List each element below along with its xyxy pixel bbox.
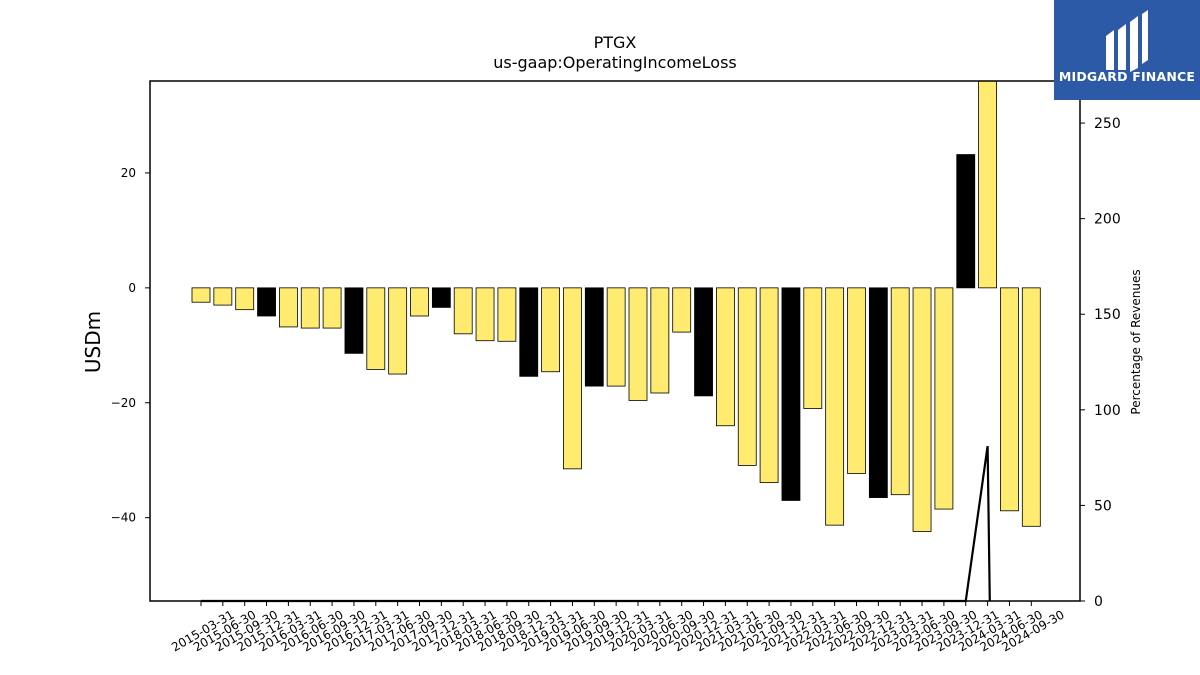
bar — [497, 287, 517, 342]
bar — [759, 287, 779, 484]
bar — [825, 287, 845, 526]
midgard-finance-logo: MIDGARD FINANCE — [1054, 0, 1200, 100]
y2-tick-label: 250 — [1094, 116, 1121, 132]
y2-tick-label: 200 — [1094, 212, 1121, 228]
bar — [453, 287, 473, 335]
bar — [366, 287, 386, 370]
bar — [934, 287, 954, 510]
y-tick-label: −20 — [111, 396, 136, 410]
bar — [716, 287, 735, 427]
bar — [672, 287, 692, 333]
bar — [257, 287, 276, 317]
bar — [978, 80, 997, 289]
bar — [737, 287, 757, 466]
bar — [694, 287, 713, 397]
y-axis-label: USDm — [81, 311, 105, 373]
y2-tick-label: 150 — [1094, 307, 1121, 323]
bar — [431, 287, 451, 308]
y2-tick-label: 50 — [1094, 498, 1112, 514]
y-tick-label: 20 — [121, 166, 136, 180]
bar — [912, 287, 932, 532]
y-tick-label: −40 — [111, 511, 136, 525]
bar — [519, 287, 539, 377]
bar — [541, 287, 560, 373]
bar — [300, 287, 320, 329]
bar — [606, 287, 626, 387]
bar — [191, 287, 211, 303]
bar-group — [191, 80, 1041, 532]
bar — [278, 287, 298, 328]
bar — [650, 287, 670, 394]
bar — [1000, 287, 1019, 512]
bar — [956, 154, 976, 289]
y-tick-label: 0 — [128, 281, 136, 295]
bar — [890, 287, 910, 496]
bar — [584, 287, 604, 387]
y2-tick-label: 100 — [1094, 403, 1121, 419]
logo-mark-icon — [1106, 10, 1148, 72]
bar — [213, 287, 233, 306]
axes-group: −40−200200501001502002502015-03-312015-0… — [111, 80, 1121, 654]
bar — [410, 287, 429, 317]
bar — [781, 287, 801, 501]
bar — [563, 287, 582, 470]
bar — [803, 287, 823, 409]
bar — [1021, 287, 1041, 527]
bar — [322, 287, 342, 329]
logo-text: MIDGARD FINANCE — [1058, 69, 1196, 84]
chart-title: PTGX — [594, 33, 637, 52]
bar — [235, 287, 255, 311]
bar — [847, 287, 866, 474]
bar — [475, 287, 495, 342]
bar — [344, 287, 364, 354]
y2-tick-label: 0 — [1094, 594, 1103, 610]
plot-frame — [149, 80, 1081, 602]
bar — [388, 287, 408, 375]
y2-axis-label: Percentage of Revenues — [1129, 269, 1143, 414]
bar — [868, 287, 888, 498]
chart-subtitle: us-gaap:OperatingIncomeLoss — [493, 53, 737, 72]
bar — [628, 287, 648, 401]
